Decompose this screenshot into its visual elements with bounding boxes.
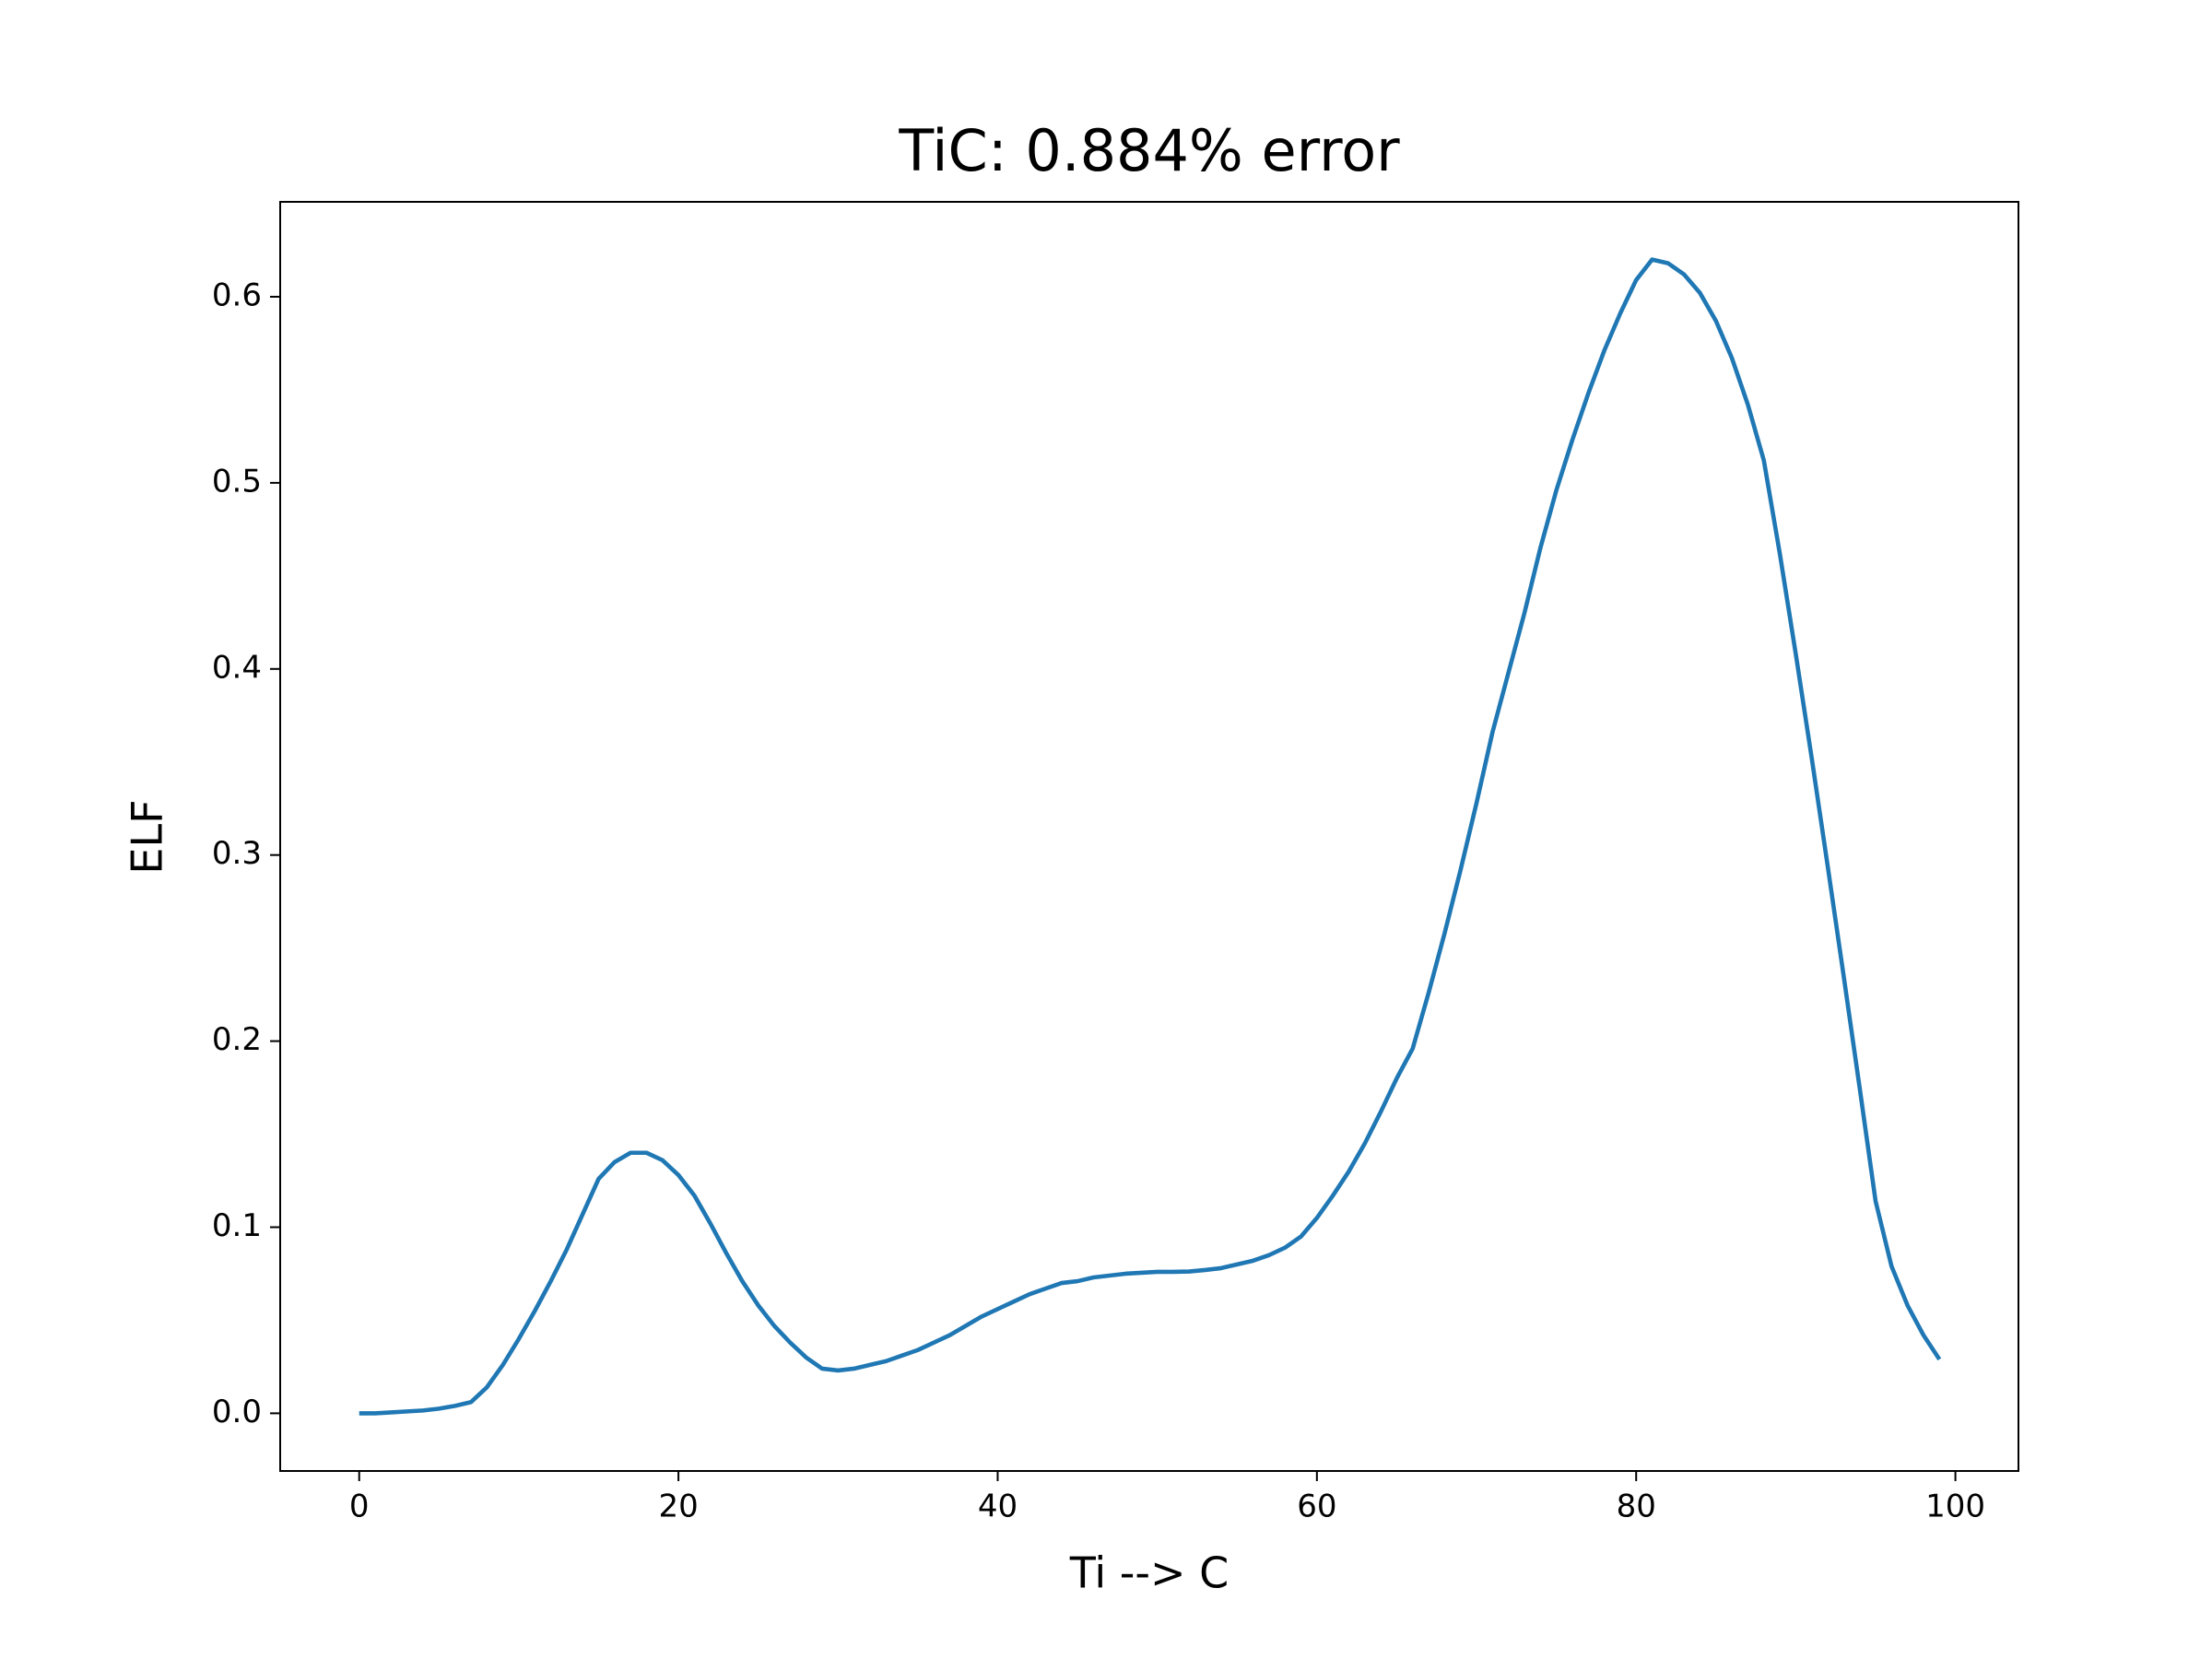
plot-frame [279,201,2019,1472]
x-tick-label: 100 [1925,1488,1985,1525]
y-tick-label: 0.0 [212,1394,262,1430]
y-tick-label: 0.5 [212,463,262,500]
x-tick-label: 40 [978,1488,1018,1525]
x-tick-label: 0 [349,1488,370,1525]
x-tick-label: 20 [658,1488,698,1525]
data-line [359,257,1942,1416]
x-axis-label: Ti --> C [1069,1548,1230,1598]
x-tick-label: 80 [1617,1488,1656,1525]
y-tick-label: 0.2 [212,1021,262,1058]
y-tick-label: 0.1 [212,1207,262,1244]
y-tick-label: 0.3 [212,835,262,872]
chart-title: TiC: 0.884% error [898,117,1400,184]
y-tick-label: 0.4 [212,649,262,686]
y-axis-label: ELF [123,799,172,874]
y-tick-label: 0.6 [212,276,262,313]
x-tick-label: 60 [1297,1488,1336,1525]
